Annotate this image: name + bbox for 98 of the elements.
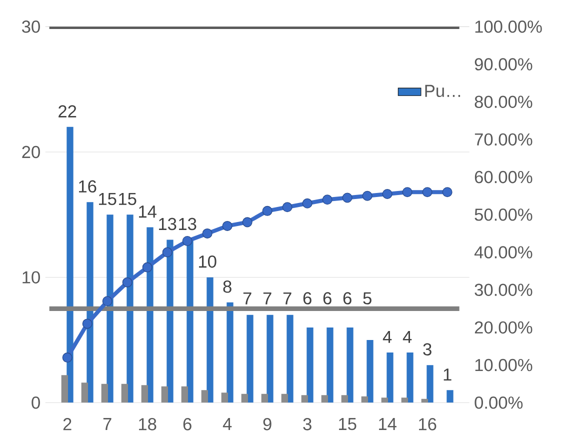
y2-tick-label: 100.00% [475,20,542,33]
data-label: 1 [444,368,452,381]
bar [121,384,128,403]
bar [381,398,388,403]
data-label: 13 [159,218,176,230]
bar [266,314,274,403]
y-tick-label: 0 [32,396,40,409]
x-tick-label: 14 [379,418,396,430]
bar [201,390,208,403]
point [142,262,152,272]
data-label: 4 [382,331,392,343]
bar [101,384,108,403]
y-tick-label: 10 [22,271,40,284]
bar [286,314,294,403]
bar [226,302,234,403]
bar [386,352,394,403]
bar [261,394,268,403]
bar [406,352,414,403]
y2-tick-label: 0.00% [474,396,523,409]
bar [206,277,214,403]
bar [346,327,354,403]
data-label: 10 [199,255,216,268]
bar [366,340,374,403]
y2-tick-label: 80.00% [474,96,532,108]
point [182,236,192,246]
bar [426,365,434,403]
y2-tick-label: 40.00% [474,246,532,258]
data-label: 6 [303,292,312,304]
point [202,228,212,238]
bar [301,395,308,403]
bar [361,396,368,403]
point [442,187,452,198]
bar [421,398,428,403]
data-label: 15 [119,192,136,206]
x-tick-label: 18 [139,418,156,430]
data-label: 4 [402,331,412,343]
data-label: 22 [58,105,76,118]
point [82,318,92,329]
bar [401,398,408,403]
bar [341,395,348,403]
point [422,187,432,198]
data-label: 5 [363,292,372,304]
data-label: 7 [243,292,252,304]
point [242,217,252,228]
point [102,296,112,306]
point [382,188,392,199]
data-label: 6 [343,292,352,304]
point [122,277,132,288]
data-label: 7 [263,292,272,304]
x-tick-label: 9 [263,418,272,430]
y2-tick-label: 10.00% [475,358,532,372]
x-tick-label: 4 [222,418,232,430]
point [342,192,352,203]
point [282,202,292,212]
bar [241,394,248,403]
data-label: 8 [223,280,232,293]
point [302,198,312,208]
data-label: 16 [79,180,96,193]
y2-tick-label: 50.00% [474,208,532,221]
x-tick-label: 16 [419,418,436,430]
x-tick-label: 3 [303,418,312,430]
x-tick-label: 7 [103,418,112,430]
y2-tick-label: 30.00% [474,284,532,296]
bar [306,327,314,403]
data-label: 3 [423,343,432,356]
y-tick-label: 30 [22,20,40,33]
bar [321,395,328,403]
data-label: 6 [323,292,332,304]
point [362,190,372,201]
bar [181,386,188,403]
data-label: 13 [179,218,196,230]
bar [141,385,148,403]
data-label: 7 [283,292,292,304]
bar [326,327,334,403]
data-label: 15 [99,192,116,206]
y2-tick-label: 60.00% [474,170,532,184]
x-tick-label: 2 [63,418,72,430]
bar [81,382,88,403]
point [262,206,272,216]
bar [161,386,168,403]
legend-label: Pu… [425,84,460,98]
point [162,247,172,258]
y2-tick-label: 70.00% [474,133,532,146]
point [222,220,232,231]
data-label: 14 [139,206,156,218]
y-tick-label: 20 [22,146,40,158]
x-tick-label: 6 [183,418,192,430]
y2-tick-label: 90.00% [474,58,532,70]
y2-tick-label: 20.00% [474,321,532,334]
x-tick-label: 15 [339,418,356,430]
point [322,194,332,205]
point [402,187,412,198]
bar [61,375,68,403]
bar [246,314,254,403]
bar [446,390,454,403]
point [62,352,72,363]
bar [221,392,228,403]
bar [281,394,288,403]
